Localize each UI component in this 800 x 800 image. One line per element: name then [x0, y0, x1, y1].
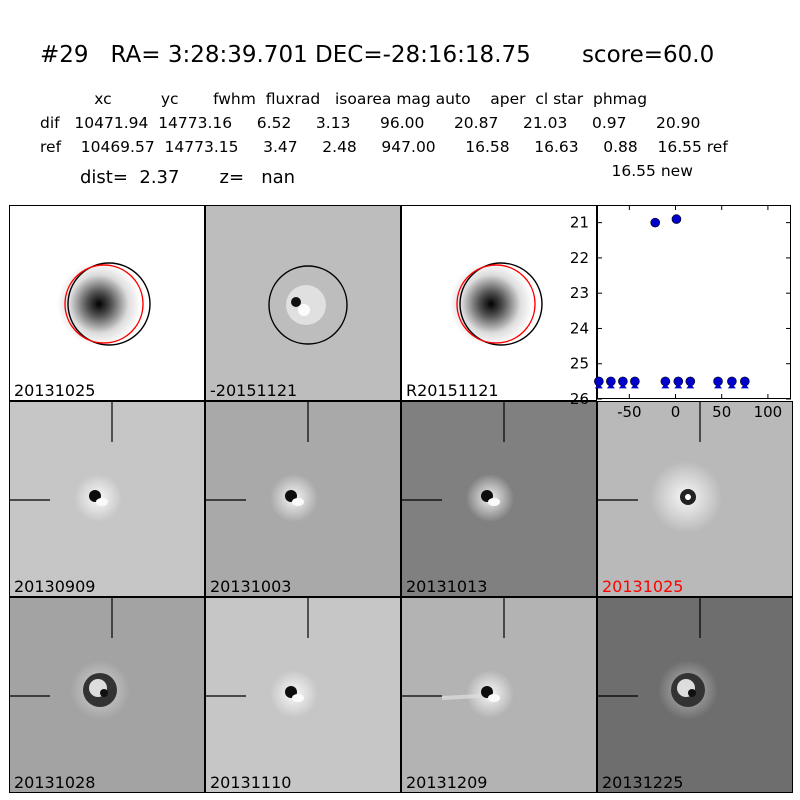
- dipole-negative: [285, 490, 297, 502]
- stamp-20130909: 20130909: [9, 401, 205, 597]
- detection-point: [650, 217, 660, 228]
- y-tick-label: 23: [570, 284, 589, 302]
- dipole-negative: [481, 686, 493, 698]
- y-tick-label: 21: [570, 214, 589, 232]
- stamp--20151121: -20151121: [205, 205, 401, 401]
- detection-point: [671, 214, 682, 224]
- upper-limit-arrow: [686, 383, 695, 389]
- stamp-image: [598, 402, 722, 533]
- table-row-new: 16.55 new: [40, 162, 693, 180]
- star-blob: [57, 262, 141, 346]
- y-tick-label: 26: [570, 390, 589, 408]
- aperture-circle: [459, 262, 543, 346]
- x-tick-label: -50: [617, 403, 642, 421]
- x-tick-label: 50: [712, 403, 731, 421]
- stamp-20131013: 20131013: [401, 401, 597, 597]
- stamp-20131225: 20131225: [597, 597, 793, 793]
- stamp-20131028: 20131028: [9, 597, 205, 793]
- ref-aperture-circle: [64, 264, 144, 344]
- upper-limit-arrow: [606, 383, 615, 389]
- stamp-image: [206, 598, 318, 718]
- upper-limit-arrow: [740, 383, 749, 389]
- stamp-label: -20151121: [210, 381, 298, 400]
- aperture-circle: [67, 262, 151, 346]
- table-header-row: xc yc fwhm fluxrad isoarea mag auto aper…: [40, 90, 648, 108]
- stamp-label: 20131025: [602, 577, 684, 596]
- upper-limit-arrow: [714, 383, 723, 389]
- upper-limit-arrow: [727, 383, 736, 389]
- aperture-circle: [268, 265, 348, 345]
- stamp-image: [10, 598, 130, 720]
- stamp-R20151121: R20151121: [401, 205, 597, 401]
- stamp-label: 20131110: [210, 773, 292, 792]
- stamp-image: [57, 262, 151, 346]
- ref-aperture-circle: [456, 264, 536, 344]
- table-row-ref: ref 10469.57 14773.15 3.47 2.48 947.00 1…: [40, 138, 728, 156]
- stamp-20131003: 20131003: [205, 401, 401, 597]
- upper-limit-arrow: [630, 383, 639, 389]
- light-curve-frame: [597, 205, 791, 399]
- y-tick-label: 24: [570, 319, 589, 337]
- star-blob: [449, 262, 533, 346]
- stamp-20131110: 20131110: [205, 597, 401, 793]
- stamp-label: 20131013: [406, 577, 488, 596]
- light-curve-chart: 21 22 23 24 25 26 -50 0 50 100: [570, 205, 791, 421]
- dipole-negative: [481, 490, 493, 502]
- stamp-20131025: 20131025: [597, 401, 793, 597]
- upper-limit-arrow: [618, 383, 627, 389]
- dipole-negative: [89, 490, 101, 502]
- stamp-label: 20130909: [14, 577, 96, 596]
- stamp-image: [402, 402, 514, 522]
- upper-limit-arrow: [661, 383, 670, 389]
- stamp-image: [268, 265, 348, 345]
- stamp-image: [402, 598, 514, 718]
- y-tick-label: 25: [570, 355, 589, 373]
- x-tick-label: 0: [671, 403, 681, 421]
- table-row-dif: dif 10471.94 14773.16 6.52 3.13 96.00 20…: [40, 114, 701, 132]
- distance-redshift-line: dist= 2.37 z= nan: [80, 167, 296, 188]
- upper-limit-arrow: [594, 383, 603, 389]
- stamp-image: [598, 598, 718, 720]
- stamp-label: 20131225: [602, 773, 684, 792]
- upper-limit-arrow: [674, 383, 683, 389]
- stamp-label: 20131025: [14, 381, 96, 400]
- stamp-label: R20151121: [406, 381, 499, 400]
- stamp-label: 20131028: [14, 773, 96, 792]
- stamp-20131209: 20131209: [401, 597, 597, 793]
- stamp-image: [449, 262, 543, 346]
- stamp-label: 20131209: [406, 773, 488, 792]
- candidate-title: #29 RA= 3:28:39.701 DEC=-28:16:18.75 sco…: [40, 42, 715, 68]
- stamp-20131025: 20131025: [9, 205, 205, 401]
- stamp-image: [206, 402, 318, 522]
- y-tick-label: 22: [570, 249, 589, 267]
- dipole-negative: [291, 297, 301, 307]
- stamp-image: [10, 402, 122, 522]
- stamp-label: 20131003: [210, 577, 292, 596]
- dipole-negative: [285, 686, 297, 698]
- x-tick-label: 100: [754, 403, 783, 421]
